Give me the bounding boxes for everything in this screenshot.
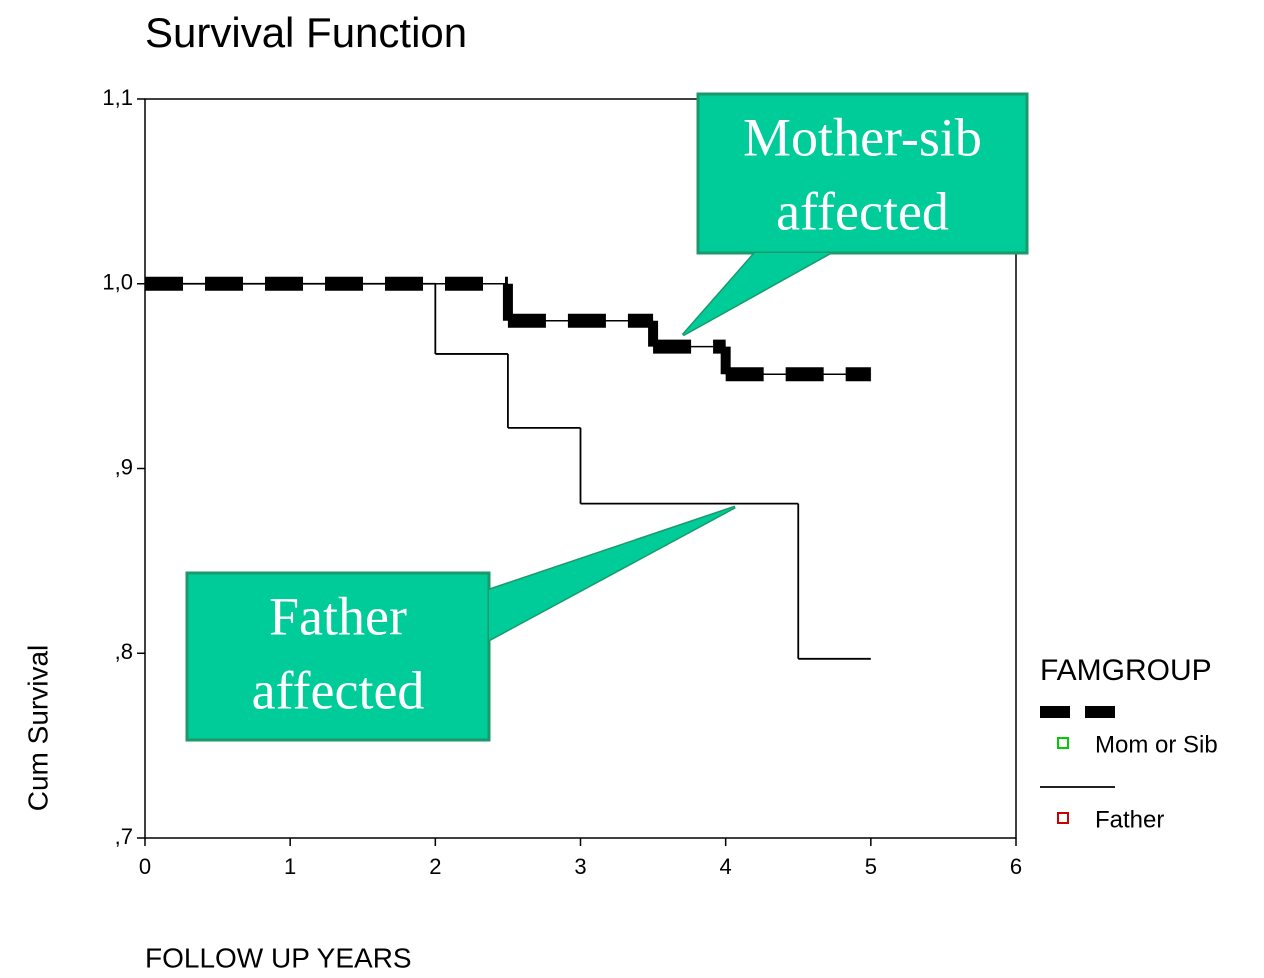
callout-box xyxy=(185,571,491,742)
x-tick-label: 1 xyxy=(284,854,296,879)
x-tick-label: 5 xyxy=(865,854,877,879)
y-tick-label: ,7 xyxy=(115,824,133,849)
chart-title: Survival Function xyxy=(145,9,467,56)
legend-marker xyxy=(1057,737,1069,749)
x-tick-label: 4 xyxy=(720,854,732,879)
callout-text: affected xyxy=(252,660,425,720)
callout-box xyxy=(696,92,1029,255)
callout-text: Father xyxy=(269,586,407,646)
y-tick-label: 1,0 xyxy=(102,270,133,295)
callout-joint xyxy=(489,507,735,640)
y-tick-label: ,8 xyxy=(115,639,133,664)
x-tick-label: 2 xyxy=(429,854,441,879)
callout-text: Mother-sib xyxy=(743,107,982,167)
callout-joint xyxy=(683,253,830,335)
x-axis-label: FOLLOW UP YEARS xyxy=(145,942,412,973)
x-tick-label: 3 xyxy=(574,854,586,879)
x-tick-label: 0 xyxy=(139,854,151,879)
callout-text: affected xyxy=(776,181,949,241)
legend-label: Mom or Sib xyxy=(1095,731,1218,758)
legend-label: Father xyxy=(1095,806,1164,833)
y-axis-label: Cum Survival xyxy=(22,645,53,811)
y-tick-label: 1,1 xyxy=(102,85,133,110)
y-tick-label: ,9 xyxy=(115,454,133,479)
x-tick-label: 6 xyxy=(1010,854,1022,879)
legend-title: FAMGROUP xyxy=(1040,654,1212,687)
legend-marker xyxy=(1057,812,1069,824)
